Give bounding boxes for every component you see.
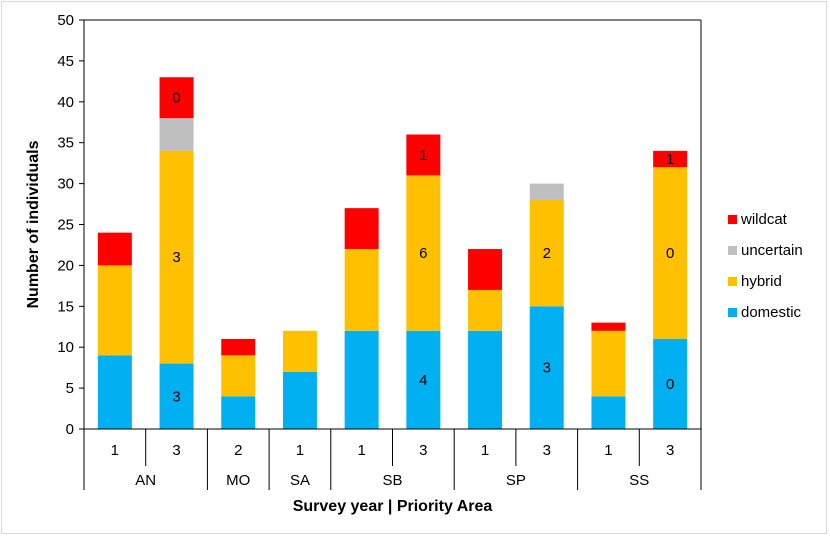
y-tick-label: 5 — [66, 380, 74, 397]
bar-segment-hybrid — [653, 167, 688, 340]
legend-swatch-domestic — [728, 308, 737, 317]
x-tick-label: 1 — [357, 442, 365, 459]
bar-segment-domestic — [159, 363, 194, 429]
bar-segment-hybrid — [344, 249, 379, 331]
data-label: 3 — [172, 249, 180, 266]
y-tick-label: 40 — [57, 94, 74, 111]
bar-segment-domestic — [406, 330, 441, 429]
group-label: SB — [382, 472, 402, 489]
data-label: 0 — [666, 245, 674, 262]
y-tick-label: 10 — [57, 339, 74, 356]
group-label: SP — [506, 472, 526, 489]
bar-segment-hybrid — [406, 175, 441, 331]
bar-segment-uncertain — [529, 183, 564, 200]
x-tick-label: 3 — [172, 442, 180, 459]
legend-swatch-hybrid — [728, 277, 737, 286]
y-tick-label: 20 — [57, 257, 74, 274]
y-axis-title: Number of individuals — [25, 140, 42, 308]
bar-segment-domestic — [221, 396, 256, 429]
data-labels-layer: 3 3 0 4 6 1 3 2 0 0 1 — [172, 90, 674, 406]
bar-segment-hybrid — [282, 330, 317, 372]
bar-segment-domestic — [282, 371, 317, 429]
group-label: SS — [629, 472, 649, 489]
bar-segment-domestic — [468, 330, 503, 429]
bar-segment-domestic — [653, 339, 688, 429]
legend: wildcat uncertain hybrid domestic — [728, 211, 803, 321]
x-tick-label: 1 — [296, 442, 304, 459]
bar-segment-wildcat — [406, 134, 441, 176]
bar-segment-wildcat — [344, 208, 379, 250]
y-tick-label: 25 — [57, 217, 74, 234]
bar-segment-wildcat — [97, 232, 132, 266]
bar-segment-hybrid — [97, 265, 132, 356]
group-label: AN — [135, 472, 156, 489]
bar-segment-uncertain — [159, 118, 194, 151]
y-tick-label: 30 — [57, 176, 74, 193]
bar-segment-domestic — [97, 355, 132, 429]
bar-segment-hybrid — [529, 199, 564, 307]
x-tick-label: 2 — [234, 442, 242, 459]
data-label: 0 — [172, 90, 180, 107]
bar-segment-hybrid — [159, 150, 194, 364]
bars-layer — [97, 77, 688, 429]
data-label: 2 — [543, 245, 551, 262]
bar-segment-wildcat — [653, 150, 688, 168]
data-label: 4 — [419, 372, 427, 389]
data-label: 3 — [543, 360, 551, 377]
y-tick-label: 45 — [57, 53, 74, 70]
bar-segment-hybrid — [468, 289, 503, 331]
bar-segment-hybrid — [591, 330, 626, 397]
bar-segment-domestic — [591, 396, 626, 429]
legend-label-wildcat: wildcat — [740, 211, 788, 228]
bar-segment-domestic — [529, 306, 564, 429]
x-tick-label: 3 — [543, 442, 551, 459]
y-tick-label: 0 — [66, 421, 74, 438]
bar-segment-hybrid — [221, 355, 256, 397]
data-label: 0 — [666, 376, 674, 393]
x-tick-label: 1 — [604, 442, 612, 459]
bar-segment-wildcat — [591, 322, 626, 331]
x-tick-label: 3 — [419, 442, 427, 459]
bar-segment-domestic — [344, 330, 379, 429]
bar-segment-wildcat — [221, 339, 256, 356]
y-tick-label: 15 — [57, 298, 74, 315]
x-axis-title: Survey year | Priority Area — [293, 498, 493, 515]
x-tick-label: 1 — [481, 442, 489, 459]
group-label: MO — [226, 472, 250, 489]
y-tick-label: 50 — [57, 12, 74, 29]
legend-swatch-wildcat — [728, 215, 737, 224]
data-label: 1 — [666, 151, 674, 168]
data-label: 3 — [172, 388, 180, 405]
legend-swatch-uncertain — [728, 246, 737, 255]
y-tick-label: 35 — [57, 135, 74, 152]
data-label: 1 — [419, 147, 427, 164]
legend-label-domestic: domestic — [741, 304, 802, 321]
legend-label-hybrid: hybrid — [741, 273, 782, 290]
group-label: SA — [290, 472, 310, 489]
legend-label-uncertain: uncertain — [741, 242, 803, 259]
x-tick-label: 1 — [111, 442, 119, 459]
data-label: 6 — [419, 245, 427, 262]
x-tick-label: 3 — [666, 442, 674, 459]
bar-segment-wildcat — [159, 77, 194, 119]
bar-segment-wildcat — [468, 249, 503, 290]
